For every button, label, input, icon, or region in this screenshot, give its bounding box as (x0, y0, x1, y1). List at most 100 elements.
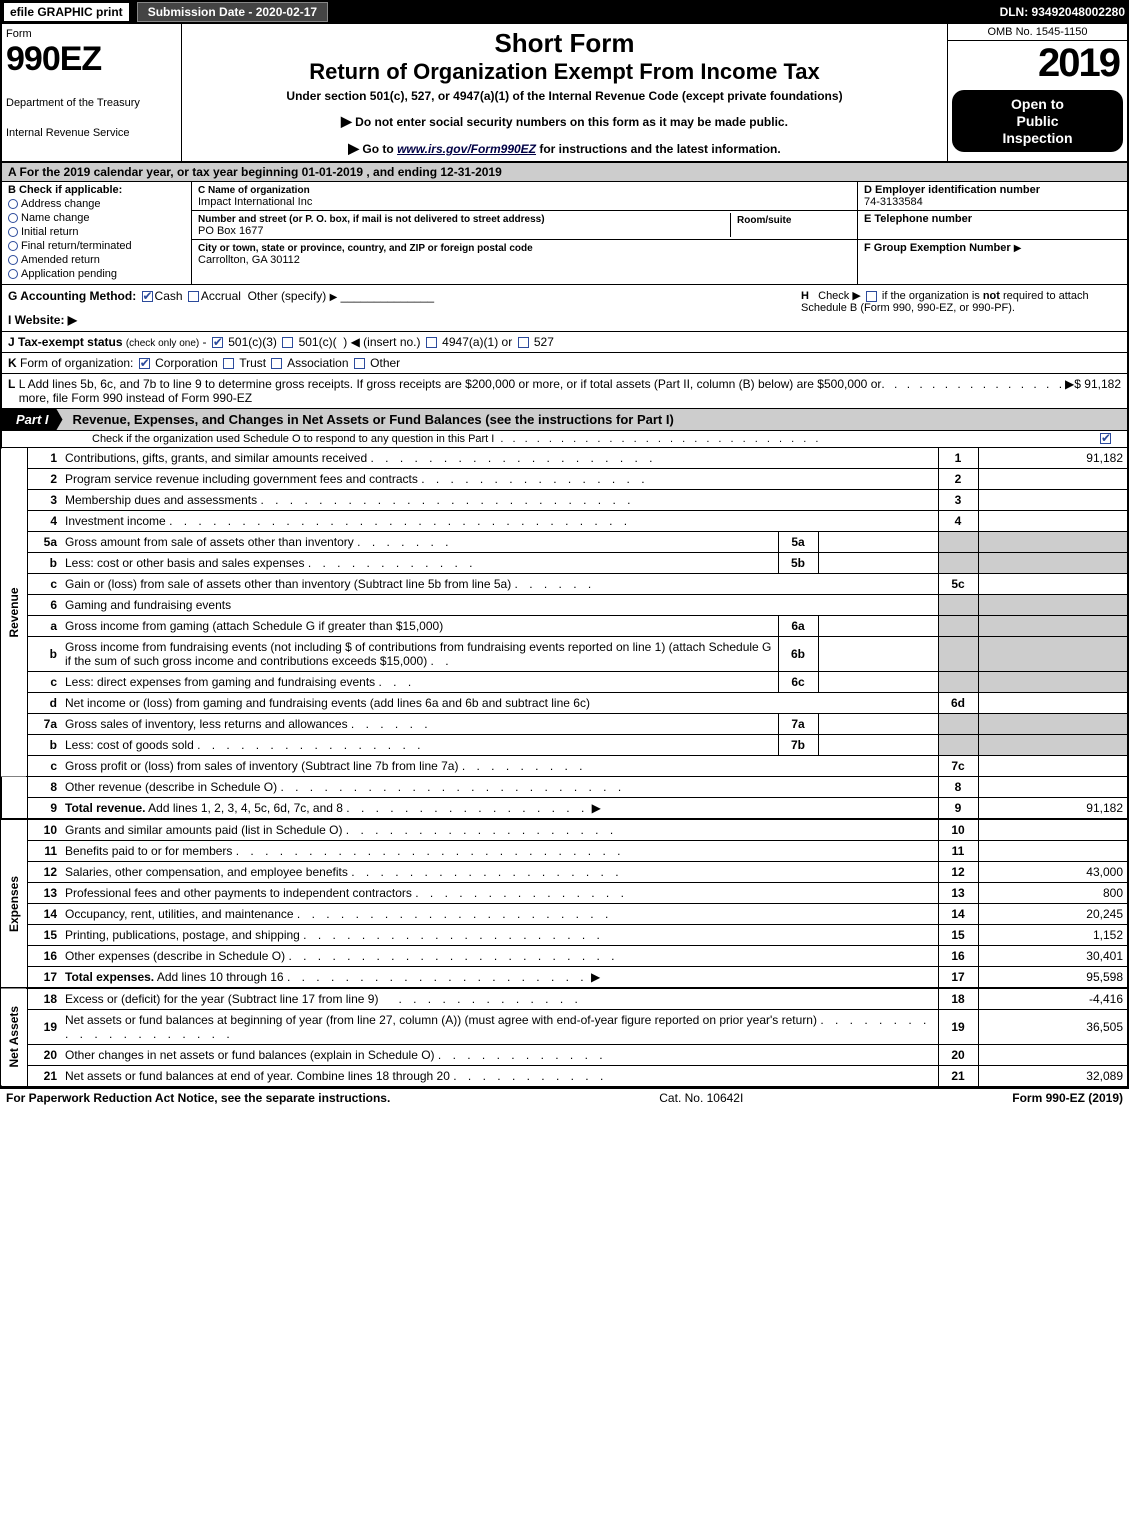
chk-address-change[interactable]: Address change (8, 198, 185, 210)
chk-amended-return[interactable]: Amended return (8, 254, 185, 266)
chk-527[interactable] (518, 337, 529, 348)
footer-cat-no: Cat. No. 10642I (390, 1091, 1012, 1105)
line-col: 14 (938, 904, 978, 925)
part-i-title: Revenue, Expenses, and Changes in Net As… (73, 412, 1127, 427)
line-desc: Gross sales of inventory, less returns a… (65, 717, 348, 731)
line-amount-grey (978, 672, 1128, 693)
street-row: Number and street (or P. O. box, if mail… (192, 211, 857, 240)
line-col: 21 (938, 1066, 978, 1087)
chk-501c3[interactable] (212, 337, 223, 348)
line-num: 6 (27, 595, 61, 616)
line-num: c (27, 574, 61, 595)
line-col: 11 (938, 841, 978, 862)
g-label: G Accounting Method: (8, 289, 136, 303)
line-desc: Gross amount from sale of assets other t… (65, 535, 354, 549)
line-5b: b Less: cost or other basis and sales ex… (1, 553, 1128, 574)
city-row: City or town, state or province, country… (192, 240, 857, 268)
line-desc: Less: direct expenses from gaming and fu… (65, 675, 375, 689)
chk-final-return[interactable]: Final return/terminated (8, 240, 185, 252)
subline-val (818, 672, 938, 693)
section-b-title: B Check if applicable: (8, 184, 122, 196)
efile-print-label[interactable]: efile GRAPHIC print (4, 3, 129, 21)
line-11: 11 Benefits paid to or for members . . .… (1, 841, 1128, 862)
line-amount (978, 1045, 1128, 1066)
page-footer: For Paperwork Reduction Act Notice, see … (0, 1087, 1129, 1107)
line-col: 2 (938, 469, 978, 490)
line-amount: 800 (978, 883, 1128, 904)
header-left: Form 990EZ Department of the Treasury In… (2, 24, 182, 161)
city-label: City or town, state or province, country… (198, 243, 533, 254)
chk-schedule-o-part1[interactable] (1100, 433, 1111, 444)
subline-label: 5a (778, 532, 818, 553)
room-label: Room/suite (737, 215, 791, 226)
line-1: Revenue 1 Contributions, gifts, grants, … (1, 448, 1128, 469)
chk-schedule-b[interactable] (866, 291, 877, 302)
line-num: b (27, 735, 61, 756)
tax-year: 2019 (948, 41, 1127, 86)
line-desc: Gross income from fundraising events (no… (65, 640, 771, 668)
line-desc: Benefits paid to or for members (65, 844, 232, 858)
org-name-row: C Name of organization Impact Internatio… (192, 182, 857, 211)
sidelabel-revenue: Revenue (1, 448, 27, 777)
section-b: B Check if applicable: Address change Na… (2, 182, 192, 284)
chk-association[interactable] (271, 358, 282, 369)
line-col: 8 (938, 777, 978, 798)
line-col-grey (938, 672, 978, 693)
line-amount (978, 511, 1128, 532)
chk-initial-return[interactable]: Initial return (8, 226, 185, 238)
line-col: 7c (938, 756, 978, 777)
subline-label: 6b (778, 637, 818, 672)
chk-application-pending[interactable]: Application pending (8, 268, 185, 280)
line-num: 20 (27, 1045, 61, 1066)
chk-corporation[interactable] (139, 358, 150, 369)
line-amount-grey (978, 637, 1128, 672)
chk-4947[interactable] (426, 337, 437, 348)
line-amount (978, 490, 1128, 511)
line-amount: 20,245 (978, 904, 1128, 925)
line-desc: Gain or (loss) from sale of assets other… (65, 577, 511, 591)
chk-cash[interactable] (142, 291, 153, 302)
line-col-grey (938, 735, 978, 756)
line-desc: Membership dues and assessments (65, 493, 257, 507)
line-num: 5a (27, 532, 61, 553)
line-amount-grey (978, 735, 1128, 756)
sidelabel-expenses: Expenses (1, 819, 27, 988)
line-col: 4 (938, 511, 978, 532)
part-i-sub-text: Check if the organization used Schedule … (92, 433, 494, 445)
line-7a: 7a Gross sales of inventory, less return… (1, 714, 1128, 735)
chk-accrual[interactable] (188, 291, 199, 302)
line-col-grey (938, 637, 978, 672)
row-j: J Tax-exempt status (check only one) - 5… (0, 332, 1129, 353)
irs-link[interactable]: www.irs.gov/Form990EZ (397, 142, 536, 156)
chk-other-org[interactable] (354, 358, 365, 369)
line-14: 14 Occupancy, rent, utilities, and maint… (1, 904, 1128, 925)
header-center: Short Form Return of Organization Exempt… (182, 24, 947, 161)
street-label: Number and street (or P. O. box, if mail… (198, 214, 545, 225)
line-2: 2 Program service revenue including gove… (1, 469, 1128, 490)
ein-value: 74-3133584 (864, 196, 923, 208)
subline-label: 6a (778, 616, 818, 637)
subline-val (818, 714, 938, 735)
subline-label: 7a (778, 714, 818, 735)
line-8: 8 Other revenue (describe in Schedule O)… (1, 777, 1128, 798)
line-col: 19 (938, 1010, 978, 1045)
line-amount-grey (978, 595, 1128, 616)
chk-name-change[interactable]: Name change (8, 212, 185, 224)
chk-501c[interactable] (282, 337, 293, 348)
line-desc: Less: cost or other basis and sales expe… (65, 556, 304, 570)
line-7c: c Gross profit or (loss) from sales of i… (1, 756, 1128, 777)
line-amount (978, 469, 1128, 490)
row-l-amount: $ 91,182 (1074, 377, 1121, 405)
chk-trust[interactable] (223, 358, 234, 369)
line-num: 11 (27, 841, 61, 862)
line-amount-grey (978, 532, 1128, 553)
line-desc: Gaming and fundraising events (65, 598, 231, 612)
line-col: 9 (938, 798, 978, 820)
line-9: 9 Total revenue. Add lines 1, 2, 3, 4, 5… (1, 798, 1128, 820)
line-col-grey (938, 595, 978, 616)
line-desc: Professional fees and other payments to … (65, 886, 412, 900)
street-value: PO Box 1677 (198, 225, 263, 237)
goto-post: for instructions and the latest informat… (536, 142, 781, 156)
form-word: Form (6, 28, 177, 40)
line-amount: 91,182 (978, 798, 1128, 820)
